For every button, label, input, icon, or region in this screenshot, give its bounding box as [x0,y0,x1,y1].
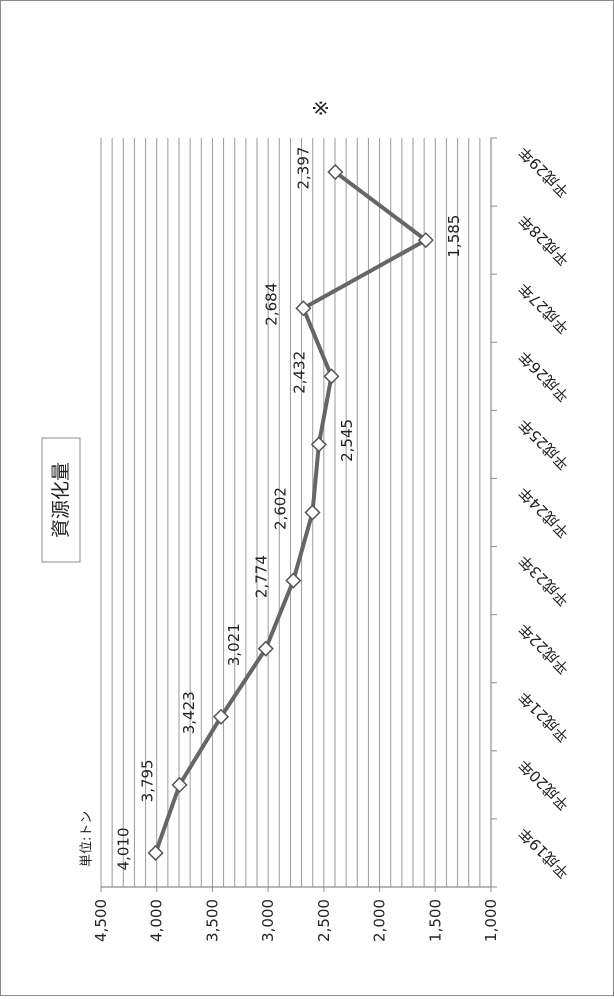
category-label-5: 平成24年 [515,483,573,541]
value-tick-label-2000: 2,000 [371,899,389,942]
data-point--26- [323,368,340,385]
data-point--28- [417,232,434,249]
data-label--23-: 2,774 [252,555,270,598]
data-point--22- [257,640,274,657]
unit-label: 単位:トン [79,811,95,867]
data-label--29-: 2,397 [294,147,312,190]
data-label--26-: 2,432 [290,351,308,394]
data-point--20- [171,776,188,793]
axes [101,138,492,888]
category-label-2: 平成21年 [515,688,573,746]
data-label--20-: 3,795 [139,759,157,802]
category-axis-ticks: 平成19年 平成20年 平成21年 平成22年 平成23年 平成24年 平成25年 平成26年… [491,137,573,888]
value-tick-label-3500: 3,500 [203,899,221,942]
value-tick-label-4500: 4,500 [92,899,110,942]
value-tick-label-1500: 1,500 [426,899,444,942]
data-labels: 4,010 3,795 3,423 3,021 2,774 2,602 2,545 2,432… [115,147,463,871]
data-label--28-: 1,585 [445,215,463,258]
value-tick-label-4000: 4,000 [148,899,166,942]
data-label--27-: 2,684 [262,283,280,326]
data-point--27- [295,300,312,317]
value-tick-label-3000: 3,000 [259,899,277,942]
data-label--22-: 3,021 [225,623,243,666]
value-tick-label-1000: 1,000 [482,899,500,942]
value-tick-label-2500: 2,500 [315,899,333,942]
series-resource-recovery [147,163,434,862]
data-point--23- [285,572,302,589]
data-point--19- [147,844,164,862]
annotation-mark: ※ [309,100,333,117]
data-label--19-: 4,010 [115,827,133,870]
data-point--29- [327,163,344,181]
category-label-0: 平成19年 [515,824,573,882]
category-label-3: 平成22年 [515,620,573,678]
chart-title-box: 資源化量 [41,437,81,563]
data-point--24- [304,504,321,521]
value-axis-ticks: 4,500 4,000 3,500 3,000 2,500 2,000 1,500 1,000 [92,887,500,942]
data-label--21-: 3,423 [180,691,198,734]
category-label-1: 平成20年 [515,756,573,814]
category-label-7: 平成26年 [515,347,573,405]
data-point--25- [310,436,327,453]
gridlines [100,138,481,887]
category-label-8: 平成27年 [515,279,573,337]
category-label-9: 平成28年 [515,211,573,269]
data-label--25-: 2,545 [338,419,356,462]
category-label-4: 平成23年 [515,552,573,610]
data-point--21- [212,708,230,725]
category-label-10: 平成29年 [515,143,573,201]
chart-title: 資源化量 [50,462,72,538]
category-label-6: 平成25年 [515,415,573,473]
data-label--24-: 2,602 [271,487,289,530]
